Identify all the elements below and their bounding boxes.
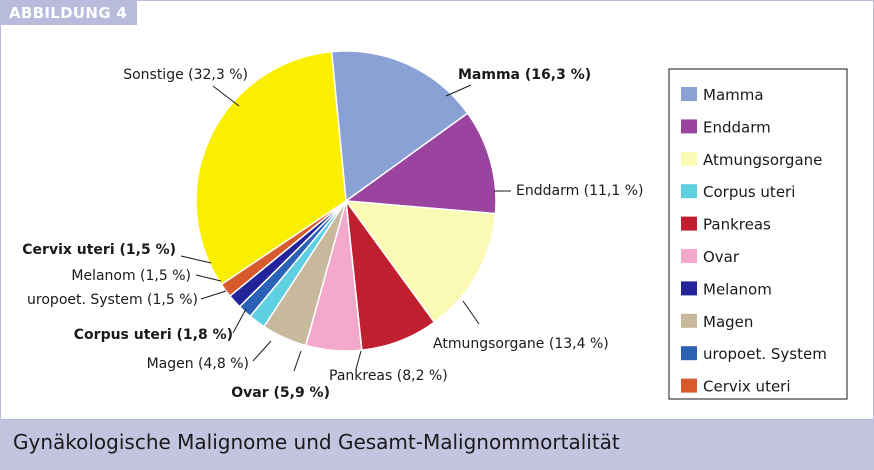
- legend-label-magen: Magen: [703, 313, 753, 331]
- legend-label-ovar: Ovar: [703, 248, 740, 266]
- pie-chart: Mamma (16,3 %) Enddarm (11,1 %) Atmungsorg…: [22, 50, 848, 401]
- pie-slice-mamma: [330, 50, 469, 203]
- leader-line-corpus-uteri: [232, 308, 247, 334]
- slice-label-cervix-uteri: Cervix uteri (1,5 %): [22, 242, 176, 258]
- legend-swatch-cervix-uteri: [681, 378, 697, 393]
- leader-line-sonstige: [212, 85, 240, 107]
- legend-label-corpus-uteri: Corpus uteri: [703, 183, 795, 201]
- caption-bar: Gynäkologische Malignome und Gesamt-Mali…: [0, 420, 874, 470]
- slice-label-corpus-uteri: Corpus uteri (1,8 %): [74, 327, 233, 343]
- legend-swatch-enddarm: [681, 119, 697, 134]
- figure-badge: ABBILDUNG 4: [1, 1, 138, 25]
- leader-line-pankreas: [355, 350, 362, 370]
- leader-line-ovar: [293, 350, 302, 372]
- label-leader-lines: [180, 84, 511, 372]
- legend-swatch-corpus-uteri: [681, 184, 697, 199]
- figure-frame: Mamma (16,3 %) Enddarm (11,1 %) Atmungsorg…: [0, 0, 874, 420]
- slice-label-enddarm: Enddarm (11,1 %): [516, 183, 644, 199]
- legend-label-atmungsorgane: Atmungsorgane: [703, 151, 822, 169]
- legend-label-uropoet-system: uropoet. System: [703, 345, 827, 363]
- pie-slice-atmungsorgane: [344, 200, 497, 324]
- legend-label-melanom: Melanom: [703, 280, 772, 298]
- legend-swatch-magen: [681, 313, 697, 328]
- legend-swatch-uropoet-system: [681, 346, 697, 361]
- slice-label-atmungsorgane: Atmungsorgane (13,4 %): [433, 336, 609, 352]
- slice-labels: Mamma (16,3 %) Enddarm (11,1 %) Atmungsorg…: [22, 67, 643, 401]
- pie-slices: [195, 50, 497, 352]
- legend-label-mamma: Mamma: [703, 86, 764, 104]
- figure-caption: Gynäkologische Malignome und Gesamt-Mali…: [13, 430, 620, 454]
- legend-swatch-ovar: [681, 249, 697, 263]
- leader-line-melanom: [195, 274, 222, 282]
- slice-label-ovar: Ovar (5,9 %): [231, 385, 330, 401]
- leader-line-magen: [252, 340, 272, 362]
- leader-line-cervix-uteri: [180, 255, 212, 264]
- slice-label-magen: Magen (4,8 %): [147, 356, 249, 372]
- legend-box: [668, 68, 848, 400]
- leader-line-uropoet-system: [200, 290, 227, 300]
- legend-swatch-atmungsorgane: [681, 151, 697, 166]
- legend-swatch-mamma: [681, 87, 697, 101]
- legend-swatch-pankreas: [681, 216, 697, 231]
- leader-line-mamma: [445, 84, 472, 97]
- legend-label-enddarm: Enddarm: [703, 118, 771, 136]
- legend: Mamma Enddarm Atmungsorgane Corpus uteri Pan…: [668, 68, 848, 400]
- pie-slice-enddarm: [343, 112, 497, 215]
- slice-label-sonstige: Sonstige (32,3 %): [123, 67, 248, 83]
- legend-label-cervix-uteri: Cervix uteri: [703, 378, 791, 396]
- leader-line-atmungsorgane: [462, 300, 480, 325]
- slice-label-mamma: Mamma (16,3 %): [458, 67, 591, 83]
- slice-label-melanom: Melanom (1,5 %): [71, 268, 191, 284]
- legend-label-pankreas: Pankreas: [703, 216, 771, 234]
- slice-label-pankreas: Pankreas (8,2 %): [329, 368, 448, 384]
- pie-slice-sonstige: [195, 50, 347, 286]
- slice-label-uropoet-system: uropoet. System (1,5 %): [27, 292, 198, 308]
- legend-swatch-melanom: [681, 281, 697, 296]
